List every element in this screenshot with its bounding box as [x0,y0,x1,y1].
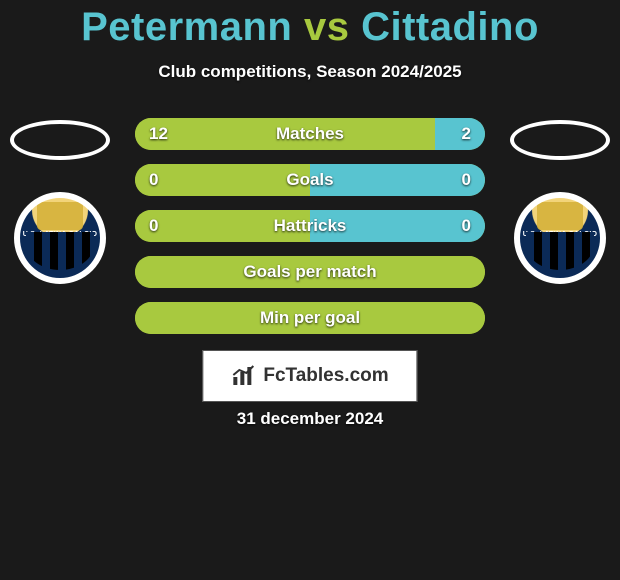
player1-club-badge: U.S. LATINA CALCIO [14,192,106,284]
player2-silhouette [510,120,610,160]
bar-value-right: 2 [462,124,471,144]
portrait-right: U.S. LATINA CALCIO [510,120,610,284]
header: Petermann vs Cittadino Club competitions… [0,0,620,82]
bar-label: Matches [135,124,485,144]
stat-bar: Hattricks0 0 [135,210,485,242]
stat-bar: Goals0 0 [135,164,485,196]
date-text: 31 december 2024 [0,409,620,429]
bar-label: Min per goal [135,308,485,328]
comparison-bars: Matches122Goals00Hattricks00Goals per ma… [135,118,485,334]
bar-value-left: 12 [149,124,168,144]
bar-label: Goals per match [135,262,485,282]
chart-icon [231,365,257,387]
subtitle: Club competitions, Season 2024/2025 [0,62,620,82]
title-player1: Petermann [81,5,292,49]
bar-value-right: 0 [462,216,471,236]
bar-label: Hattricks [135,216,485,236]
badge-text: U.S. LATINA CALCIO [20,231,100,238]
brand-text: FcTables.com [263,365,388,387]
title: Petermann vs Cittadino [0,5,620,50]
badge-text: U.S. LATINA CALCIO [520,231,600,238]
brand-box: FcTables.com [202,350,417,402]
bar-value-right: 0 [462,170,471,190]
stat-bar: Goals per match [135,256,485,288]
bar-value-left: 0 [149,216,158,236]
bar-value-left: 0 [149,170,158,190]
player1-silhouette [10,120,110,160]
stat-bar: Matches12 2 [135,118,485,150]
title-player2: Cittadino [361,5,539,49]
player2-club-badge: U.S. LATINA CALCIO [514,192,606,284]
portrait-left: U.S. LATINA CALCIO [10,120,110,284]
stat-bar: Min per goal [135,302,485,334]
bar-label: Goals [135,170,485,190]
title-vs: vs [304,5,350,49]
